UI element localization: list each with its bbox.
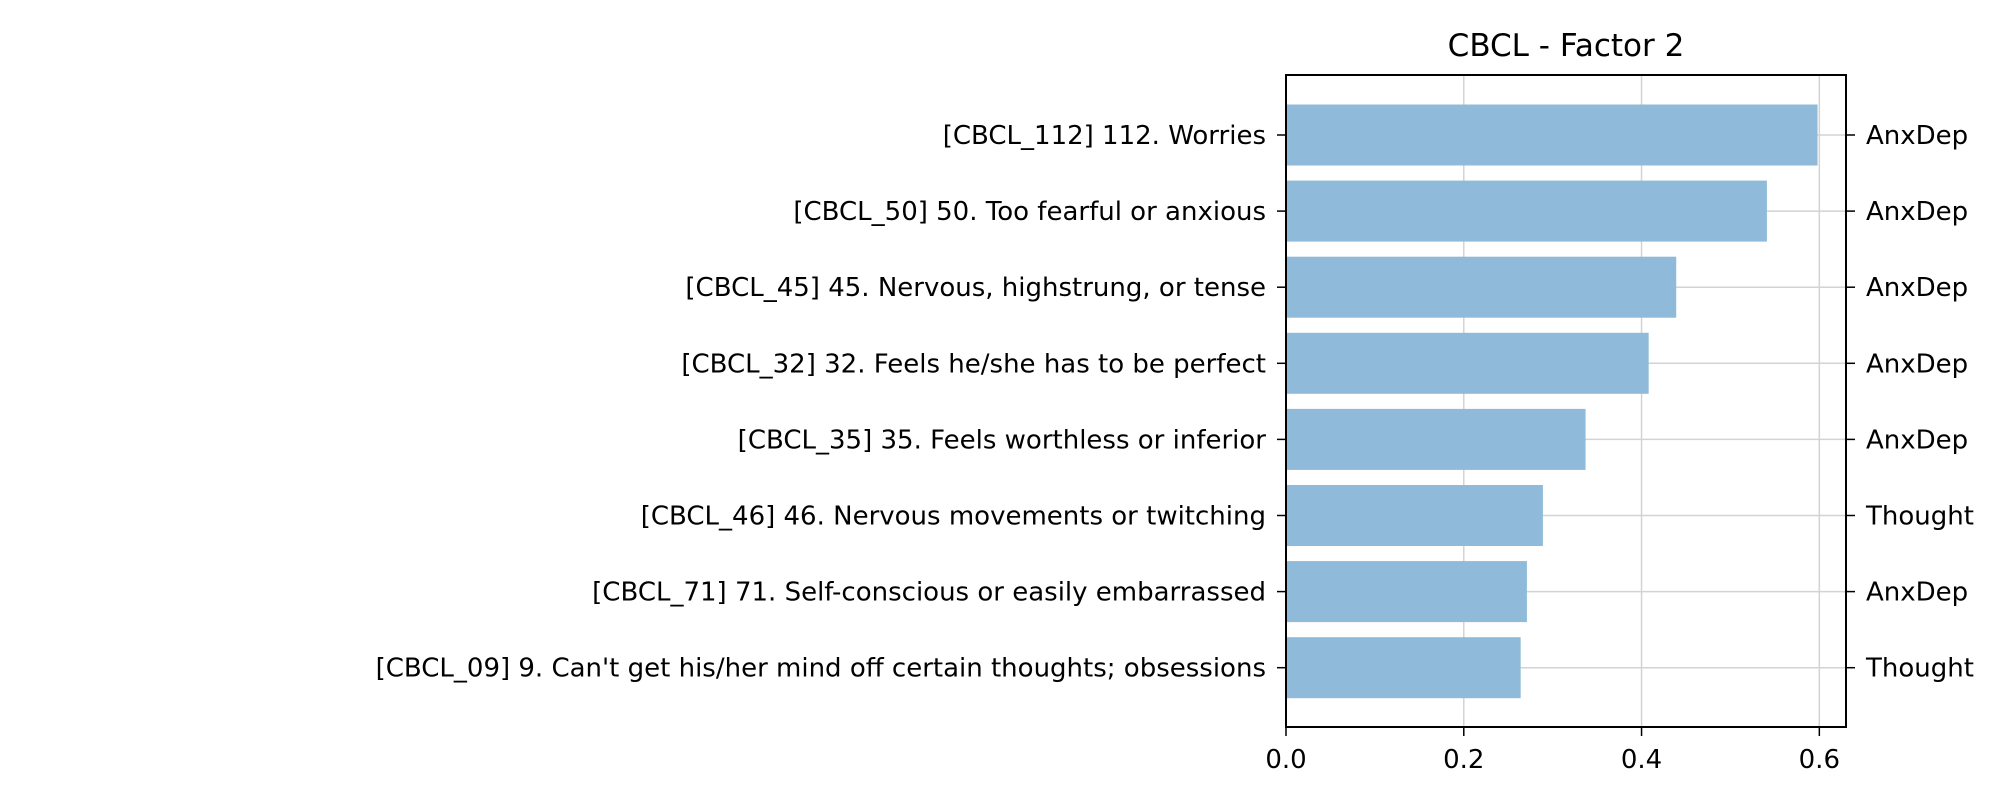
category-label: [CBCL_71] 71. Self-conscious or easily e… (592, 578, 1266, 608)
subscale-label: AnxDep (1866, 578, 1968, 608)
subscale-label: Thought (1865, 654, 1974, 684)
category-label: [CBCL_32] 32. Feels he/she has to be per… (681, 349, 1266, 379)
subscale-label: AnxDep (1866, 425, 1968, 455)
category-label: [CBCL_46] 46. Nervous movements or twitc… (641, 502, 1266, 532)
bar-layer (1286, 104, 1818, 699)
x-tick-label: 0.0 (1265, 745, 1306, 775)
subscale-label: Thought (1865, 502, 1974, 532)
x-tick-label: 0.6 (1799, 745, 1840, 775)
bar (1286, 637, 1521, 699)
tick-layer: 0.0 0.2 0.4 0.6 [CBCL_112] 112. Worries AnxDe… (376, 121, 1974, 775)
category-label: [CBCL_09] 9. Can't get his/her mind off … (376, 654, 1266, 684)
x-tick-label: 0.2 (1443, 745, 1484, 775)
chart-title: CBCL - Factor 2 (1448, 28, 1685, 64)
plot-frame (1285, 74, 1847, 728)
category-label: [CBCL_50] 50. Too fearful or anxious (793, 197, 1266, 227)
x-tick-label: 0.4 (1621, 745, 1662, 775)
subscale-label: AnxDep (1866, 121, 1968, 151)
bar (1286, 104, 1818, 166)
bar (1286, 180, 1767, 242)
category-label: [CBCL_112] 112. Worries (943, 121, 1266, 151)
subscale-label: AnxDep (1866, 349, 1968, 379)
bar (1286, 561, 1527, 623)
grid-layer (1285, 75, 1846, 727)
bar (1286, 256, 1677, 318)
category-label: [CBCL_45] 45. Nervous, highstrung, or te… (685, 273, 1266, 303)
category-label: [CBCL_35] 35. Feels worthless or inferio… (738, 425, 1267, 455)
subscale-label: AnxDep (1866, 273, 1968, 303)
bar (1286, 408, 1586, 470)
bar (1286, 485, 1543, 546)
bar (1286, 332, 1649, 394)
subscale-label: AnxDep (1866, 197, 1968, 227)
